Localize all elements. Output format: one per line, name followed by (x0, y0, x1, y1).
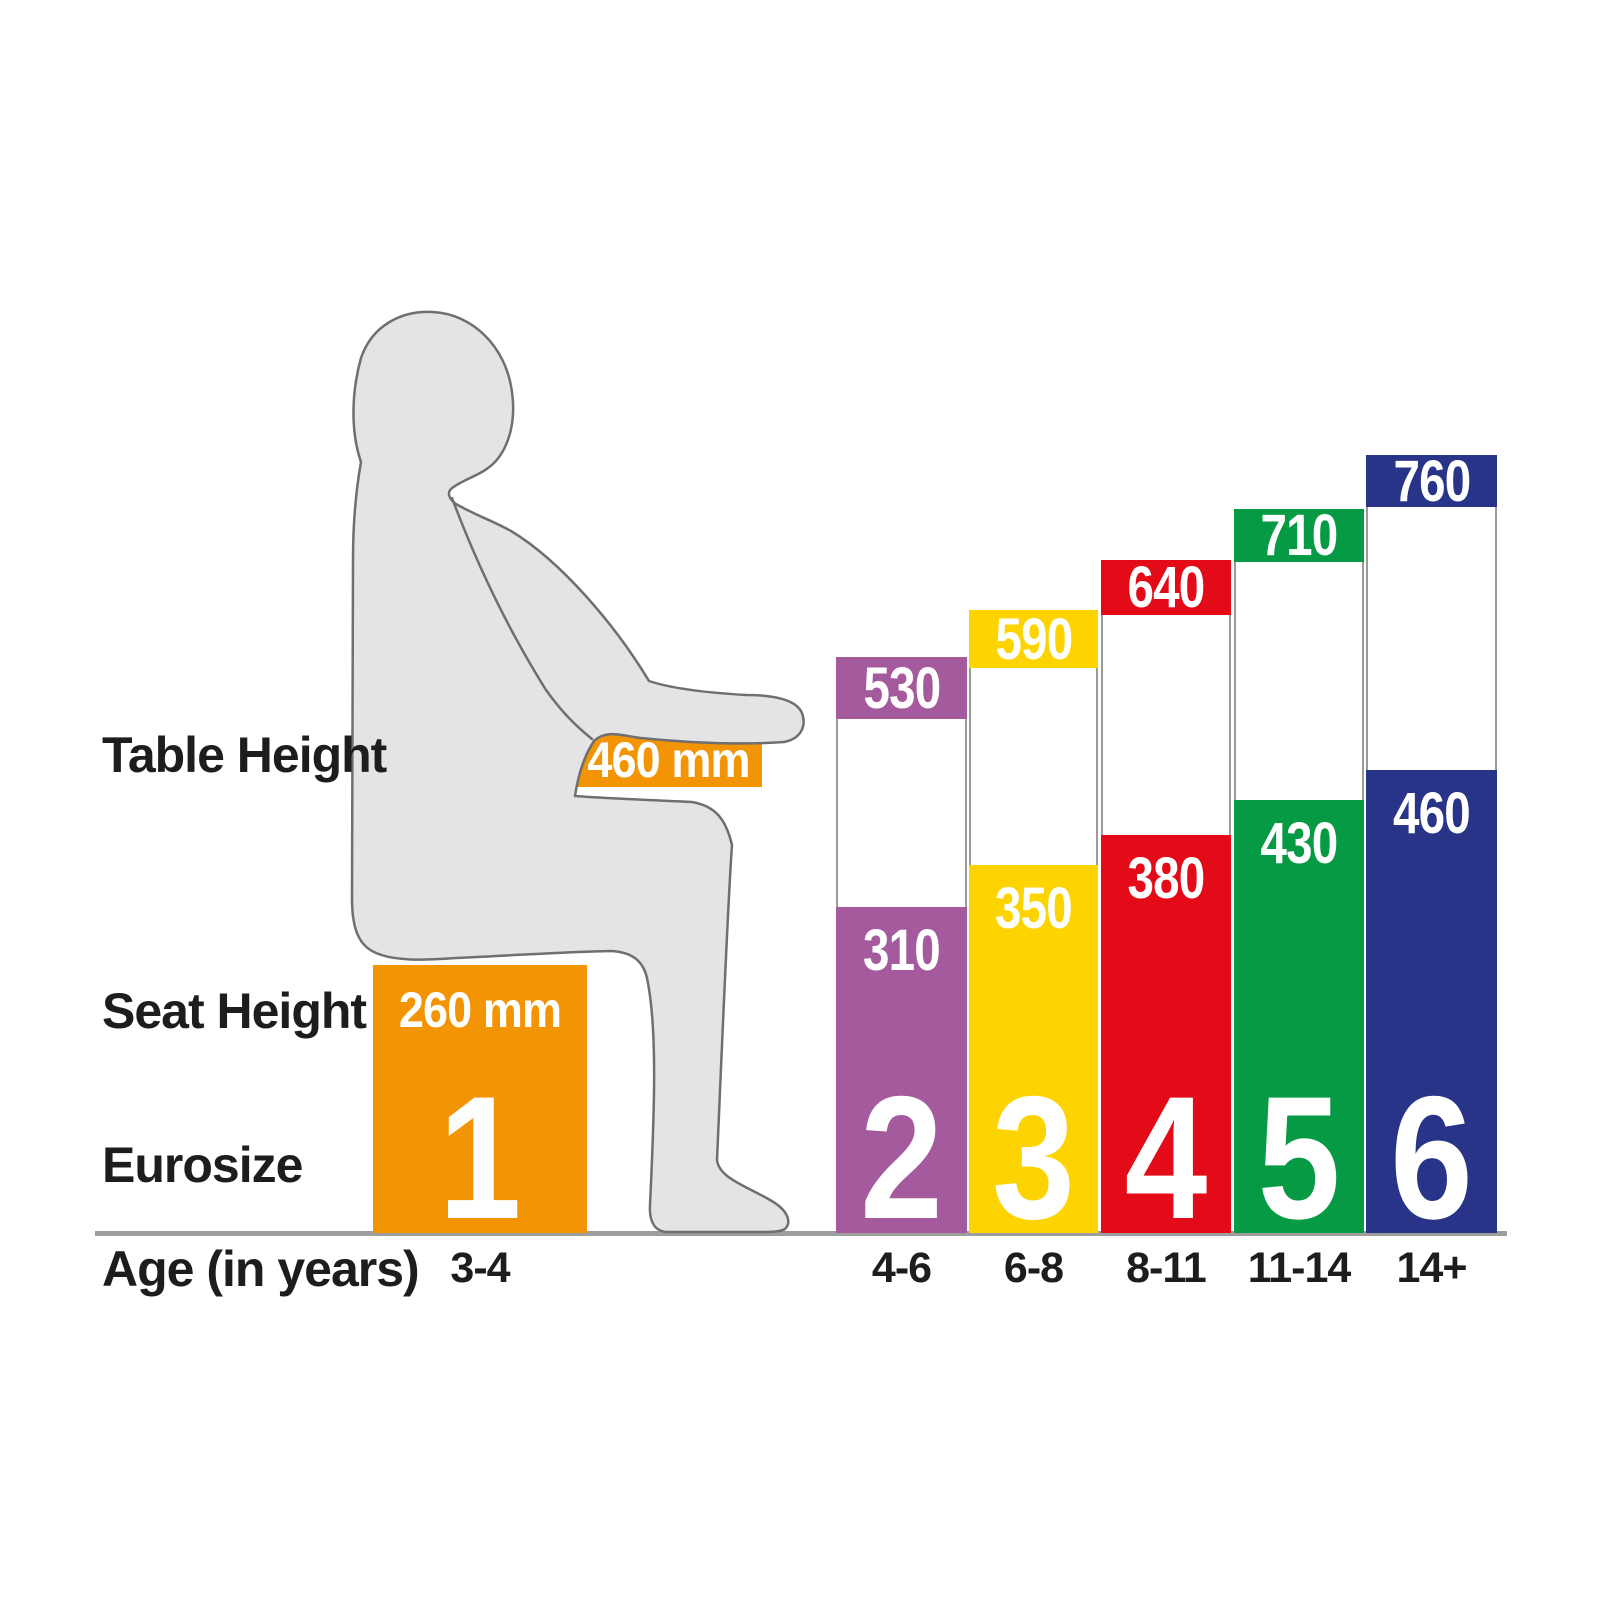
table-height-value: 710 (1260, 503, 1339, 568)
table-height-value: 760 (1393, 448, 1471, 514)
size-column-4: 640 380 4 (1101, 555, 1231, 1256)
column-white-gap (1366, 507, 1497, 770)
table-height-label: Table Height (102, 727, 387, 783)
eurosize-numeral: 4 (1124, 1060, 1208, 1256)
eurosize-1-numeral: 1 (438, 1060, 522, 1256)
eurosize-numeral: 5 (1257, 1060, 1341, 1256)
eurosize-label: Eurosize (102, 1137, 303, 1193)
table-height-value: 530 (863, 655, 941, 721)
age-value-3: 6-8 (1003, 1244, 1064, 1292)
seat-height-section: 380 (1101, 835, 1231, 1233)
seat-height-section: 350 (969, 865, 1098, 1233)
eurosize-numeral: 6 (1390, 1060, 1473, 1256)
column-white-gap (1101, 615, 1231, 835)
table-height-box: 460 mm (575, 720, 762, 788)
eurosize-numeral: 3 (992, 1060, 1075, 1256)
seat-height-value: 260 mm (398, 982, 562, 1038)
table-height-band: 640 (1101, 555, 1231, 620)
age-value-1: 3-4 (450, 1244, 510, 1292)
seat-height-value: 430 (1260, 811, 1339, 876)
table-height-band: 590 (969, 607, 1098, 672)
seat-height-box: 260 mm 1 (373, 965, 587, 1256)
table-height-value: 640 (1127, 555, 1206, 620)
table-height-band: 710 (1234, 503, 1364, 568)
column-white-gap (1234, 562, 1364, 800)
table-height-value: 460 mm (587, 732, 750, 788)
age-label: Age (in years) (102, 1241, 420, 1297)
seat-height-value: 460 (1393, 781, 1471, 846)
seat-height-value: 350 (995, 876, 1073, 941)
table-height-band: 760 (1366, 449, 1497, 514)
age-value-2: 4-6 (871, 1244, 932, 1292)
table-height-value: 590 (995, 606, 1073, 672)
size-column-2: 530 310 2 (836, 655, 967, 1256)
seat-height-section: 460 (1366, 770, 1497, 1233)
seat-height-section: 430 (1234, 800, 1364, 1233)
table-height-band: 530 (836, 655, 967, 721)
column-white-gap (969, 668, 1098, 865)
age-value-4: 8-11 (1126, 1244, 1207, 1292)
seat-height-value: 310 (863, 918, 941, 983)
column-white-gap (836, 719, 967, 907)
ground-baseline (95, 1231, 1507, 1236)
size-column-6: 760 460 6 (1366, 449, 1497, 1256)
seat-height-value: 380 (1127, 846, 1206, 911)
age-value-5: 11-14 (1247, 1244, 1352, 1292)
age-value-6: 14+ (1396, 1244, 1468, 1292)
size-column-5: 710 430 5 (1234, 503, 1364, 1256)
person-arm-inner-line (450, 496, 594, 741)
seat-height-label: Seat Height (102, 983, 367, 1039)
eurosize-numeral: 2 (860, 1060, 943, 1256)
seat-height-section: 310 (836, 907, 967, 1233)
size-column-3: 590 350 3 (969, 607, 1098, 1256)
